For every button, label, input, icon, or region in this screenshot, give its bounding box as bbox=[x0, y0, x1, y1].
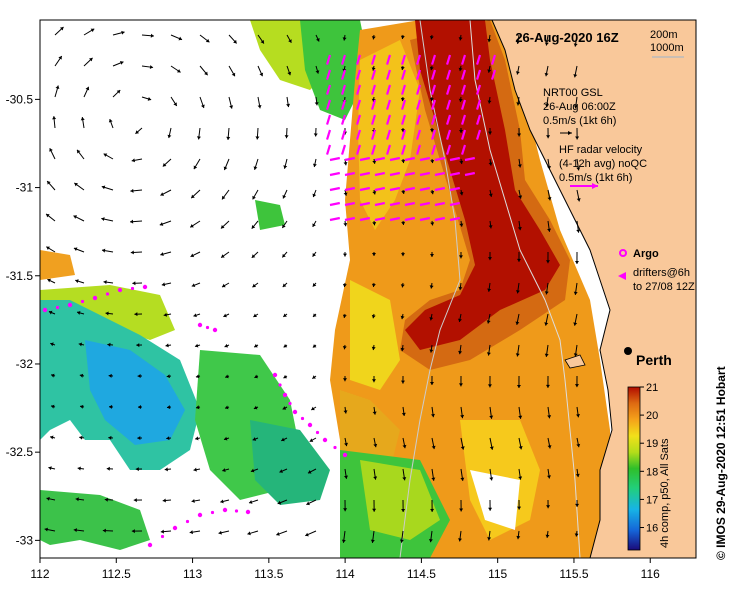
x-tick-label: 116 bbox=[641, 567, 660, 581]
drifter-point bbox=[223, 508, 227, 512]
y-tick-label: -32.5 bbox=[6, 445, 34, 459]
drifter-point bbox=[301, 417, 304, 420]
contour-label-200m: 200m bbox=[650, 29, 678, 41]
drifter-point bbox=[288, 402, 291, 405]
hf-label-2: (4-12h avg) noQC bbox=[559, 158, 647, 170]
colorbar-tick-label: 19 bbox=[646, 438, 658, 450]
drifter-label-1: drifters@6h bbox=[633, 267, 690, 279]
contour-label-1000m: 1000m bbox=[650, 42, 684, 54]
colorbar-tick-label: 20 bbox=[646, 410, 658, 422]
drifter-point bbox=[333, 446, 336, 449]
drifter-point bbox=[161, 535, 164, 538]
x-tick-label: 113.5 bbox=[254, 567, 283, 581]
drifter-point bbox=[293, 410, 297, 414]
drifter-point bbox=[143, 285, 147, 289]
drifter-point bbox=[93, 296, 97, 300]
nrt-label-1: NRT00 GSL bbox=[543, 87, 603, 99]
drifter-point bbox=[81, 300, 84, 303]
colorbar-tick-label: 21 bbox=[646, 382, 658, 394]
drifter-point bbox=[308, 423, 312, 427]
drifter-point bbox=[173, 526, 177, 530]
drifter-point bbox=[118, 288, 122, 292]
drifter-point bbox=[343, 453, 347, 457]
drifter-point bbox=[323, 438, 327, 442]
y-tick-label: -32 bbox=[16, 357, 34, 371]
drifter-point bbox=[213, 328, 217, 332]
x-tick-label: 115.5 bbox=[559, 567, 588, 581]
nrt-label-2: 26-Aug 06:00Z bbox=[543, 101, 616, 113]
y-tick-label: -31.5 bbox=[6, 269, 34, 283]
argo-label: Argo bbox=[633, 248, 659, 260]
drifter-point bbox=[131, 287, 134, 290]
drifter-point bbox=[278, 383, 281, 386]
x-tick-label: 112.5 bbox=[102, 567, 131, 581]
drifter-point bbox=[198, 513, 202, 517]
drifter-point bbox=[106, 292, 109, 295]
drifter-point bbox=[211, 511, 214, 514]
drifter-label-2: to 27/08 12Z bbox=[633, 281, 695, 293]
y-tick-label: -30.5 bbox=[6, 92, 34, 106]
drifter-point bbox=[43, 308, 47, 312]
drifter-point bbox=[198, 323, 202, 327]
colorbar-caption: 4h comp, p50, All Sats bbox=[659, 438, 671, 548]
x-tick-label: 113 bbox=[183, 567, 202, 581]
colorbar bbox=[628, 387, 640, 550]
colorbar-tick-label: 18 bbox=[646, 466, 658, 478]
y-tick-label: -31 bbox=[16, 181, 34, 195]
y-tick-label: -33 bbox=[16, 533, 34, 547]
x-axis: 112 112.5 113 113.5 114 114.5 115 115.5 116 bbox=[30, 558, 660, 581]
drifter-point bbox=[68, 303, 72, 307]
drifter-point bbox=[246, 510, 250, 514]
drifter-point bbox=[56, 306, 59, 309]
y-axis: -30.5 -31 -31.5 -32 -32.5 -33 bbox=[6, 92, 40, 547]
x-tick-label: 114.5 bbox=[407, 567, 436, 581]
drifter-point bbox=[273, 373, 277, 377]
city-label: Perth bbox=[636, 352, 672, 368]
drifter-point bbox=[206, 326, 209, 329]
drifter-point bbox=[148, 543, 152, 547]
hf-label-3: 0.5m/s (1kt 6h) bbox=[559, 172, 632, 184]
map-title: 26-Aug-2020 16Z bbox=[515, 30, 618, 45]
perth-marker bbox=[624, 347, 632, 355]
hf-label-1: HF radar velocity bbox=[559, 144, 643, 156]
drifter-point bbox=[283, 393, 287, 397]
x-tick-label: 112 bbox=[30, 567, 49, 581]
credit-text: © IMOS 29-Aug-2020 12:51 Hobart bbox=[714, 366, 728, 560]
x-tick-label: 114 bbox=[336, 567, 355, 581]
nrt-label-3: 0.5m/s (1kt 6h) bbox=[543, 115, 616, 127]
colorbar-tick-label: 17 bbox=[646, 494, 658, 506]
x-tick-label: 115 bbox=[488, 567, 507, 581]
drifter-point bbox=[235, 509, 238, 512]
drifter-point bbox=[316, 431, 319, 434]
colorbar-tick-label: 16 bbox=[646, 523, 658, 535]
drifter-point bbox=[186, 520, 189, 523]
